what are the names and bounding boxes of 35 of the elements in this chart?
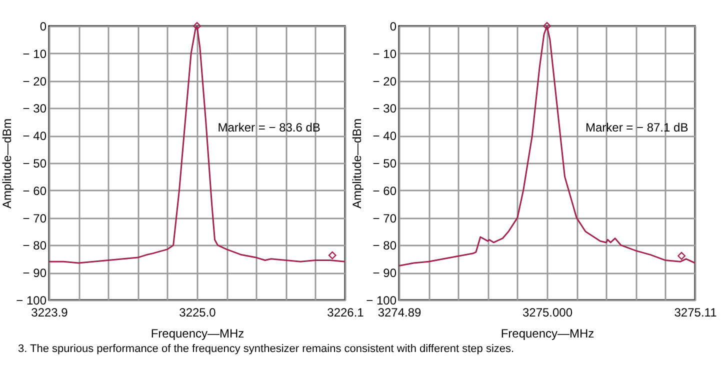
- y-tick-label: − 60: [22, 184, 47, 198]
- x-tick-label: 3226.1: [327, 306, 364, 320]
- x-tick-label: 3225.0: [179, 306, 216, 320]
- y-tick-label: − 30: [22, 102, 47, 116]
- y-tick-label: 0: [390, 20, 397, 34]
- y-tick-label: − 50: [372, 156, 397, 170]
- y-tick-label: − 60: [372, 184, 397, 198]
- y-tick-label: − 80: [372, 238, 397, 253]
- y-tick-label: − 100: [366, 294, 397, 308]
- x-axis-title: Frequency—MHz: [150, 326, 244, 340]
- y-axis-title: Amplitude—dBm: [0, 118, 14, 209]
- y-tick-label: − 100: [16, 294, 47, 308]
- y-tick-label: − 30: [372, 102, 397, 116]
- y-tick-label: − 90: [22, 266, 47, 280]
- y-tick-label: − 40: [372, 129, 397, 144]
- y-tick-label: − 50: [22, 156, 47, 170]
- annotation: Marker = − 83.6 dB: [218, 120, 320, 134]
- x-tick-label: 3274.89: [378, 306, 422, 320]
- annotation: Marker = − 87.1 dB: [585, 120, 688, 134]
- y-tick-label: 0: [40, 20, 47, 34]
- y-axis-title: Amplitude—dBm: [350, 118, 364, 209]
- y-tick-label: − 90: [372, 266, 397, 280]
- y-tick-label: − 70: [22, 211, 47, 226]
- x-tick-label: 3275.11: [674, 306, 718, 320]
- x-tick-label: 3275.000: [522, 306, 573, 320]
- x-tick-label: 3223.9: [31, 306, 68, 320]
- y-tick-label: − 20: [22, 74, 47, 88]
- y-tick-label: − 40: [22, 129, 47, 144]
- y-tick-label: − 70: [372, 211, 397, 226]
- y-tick-label: − 10: [22, 46, 47, 61]
- x-axis-title: Frequency—MHz: [500, 326, 594, 340]
- y-tick-label: − 10: [372, 46, 397, 61]
- y-tick-label: − 80: [22, 238, 47, 253]
- y-tick-label: − 20: [372, 74, 397, 88]
- text: 3. The spurious performance of the frequency synthesizer remains consistent with different step sizes.: [18, 343, 514, 355]
